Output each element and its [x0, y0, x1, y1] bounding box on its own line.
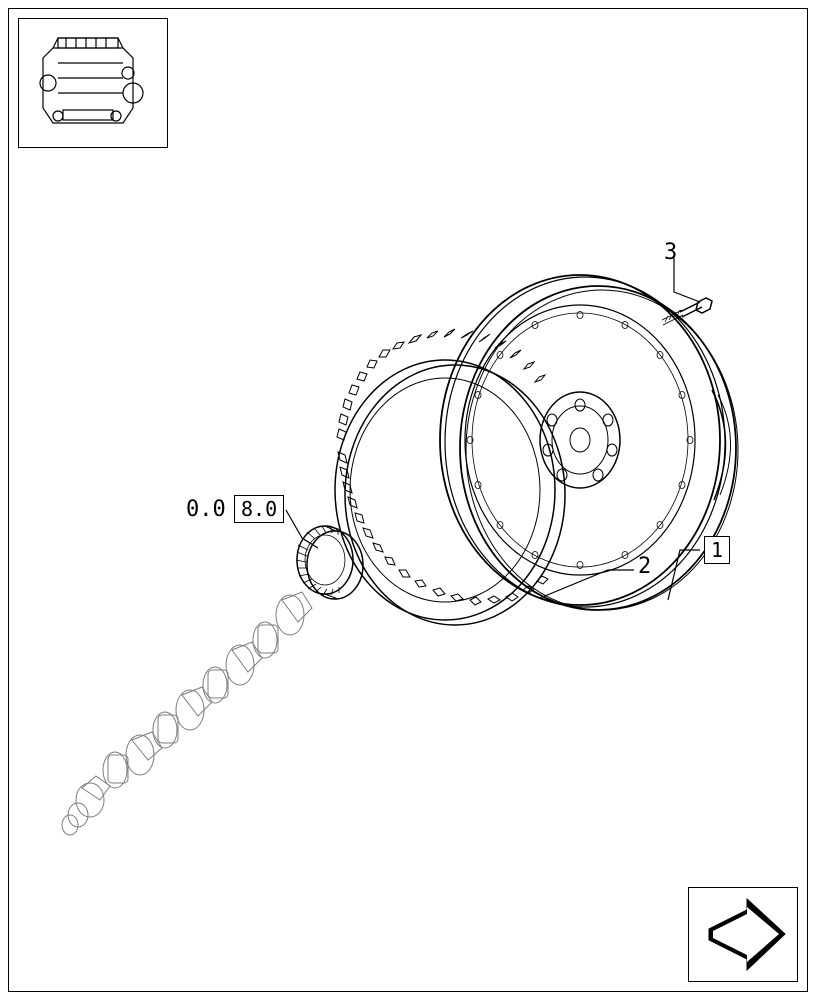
- callout-1: 1: [711, 538, 723, 562]
- nav-arrow-box[interactable]: [688, 887, 798, 982]
- ring-gear-part: [335, 329, 565, 625]
- section-ref-prefix: 0.0: [186, 497, 226, 522]
- flywheel-part: [440, 275, 738, 610]
- crankshaft-part: [62, 592, 312, 835]
- assembly-diagram: [0, 0, 816, 1000]
- section-ref-value: 8.0: [241, 497, 277, 521]
- tone-wheel-part: [296, 526, 363, 599]
- next-arrow-icon: [699, 897, 787, 972]
- callout-1-box: 1: [704, 536, 730, 564]
- callout-2: 2: [638, 554, 651, 579]
- callout-3: 3: [664, 240, 677, 265]
- section-ref-box: 8.0: [234, 495, 284, 523]
